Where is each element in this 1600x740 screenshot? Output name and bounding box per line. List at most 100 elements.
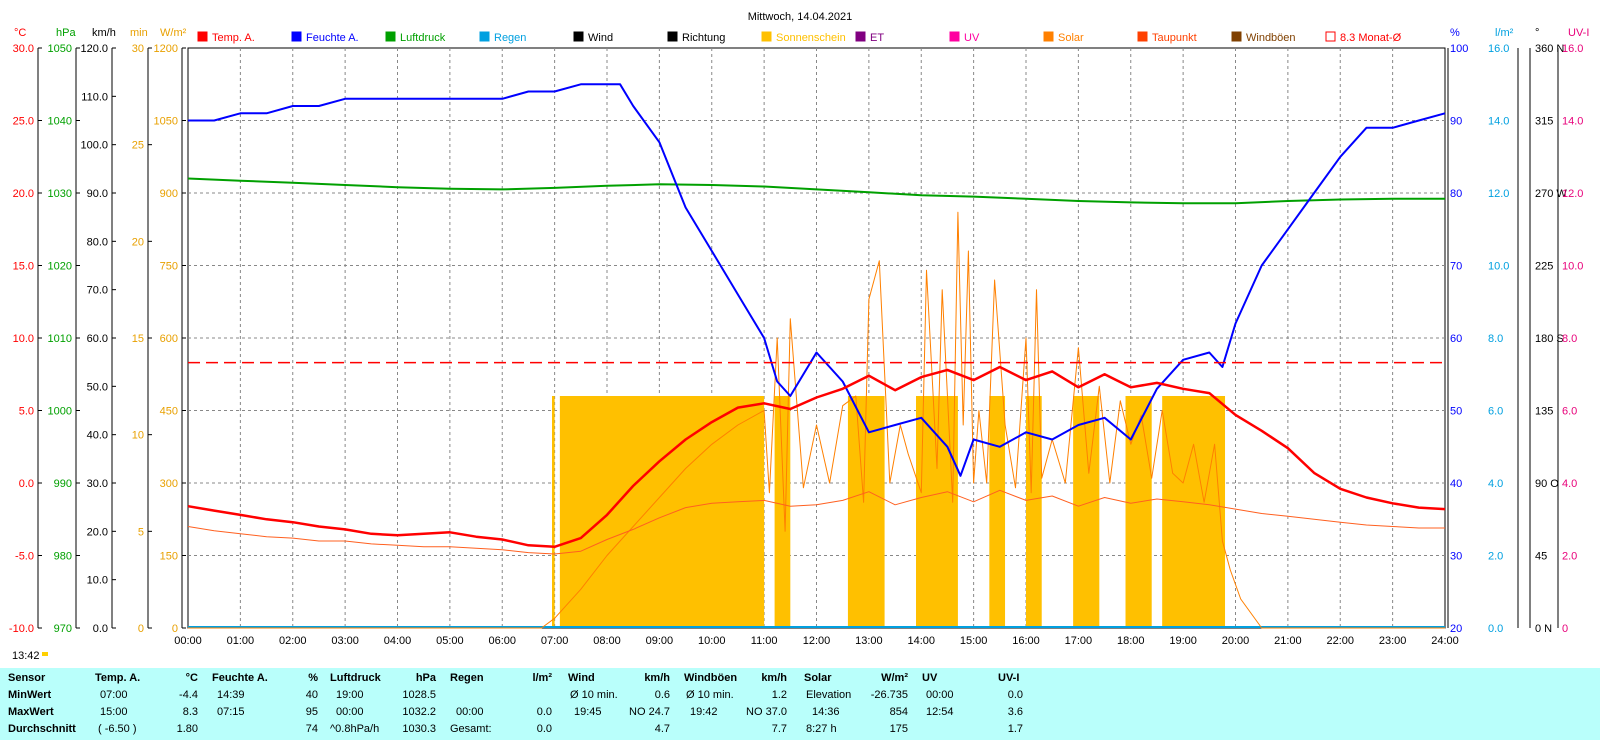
stats-row-avg-wind-value: 4.7: [654, 723, 670, 735]
stats-row-avg-hum-value: 74: [305, 723, 318, 735]
x-tick-label: 08:00: [593, 635, 621, 647]
sunshine-bar: [559, 396, 765, 628]
y-tick-right-label: 12.0: [1488, 188, 1509, 200]
y-tick-label: 20: [132, 236, 144, 248]
y-tick-label: 70.0: [87, 285, 108, 297]
y-tick-right-label: 2.0: [1488, 551, 1503, 563]
stats-row-avg-uv-value: 1.7: [1007, 723, 1023, 735]
y-tick-right-label: 12.0: [1562, 188, 1583, 200]
stats-row-min-press-value: 1028.5: [402, 689, 436, 701]
y-tick-right-label: 20: [1450, 623, 1462, 635]
y-tick-label: 20.0: [13, 188, 34, 200]
stats-row-min-wind-time: Ø 10 min.: [570, 689, 618, 701]
legend-swatch: [479, 31, 490, 42]
legend-label: Wind: [588, 32, 613, 44]
sunshine-bar: [847, 396, 885, 628]
y-tick-label: 5: [138, 526, 144, 538]
x-tick-label: 15:00: [960, 635, 988, 647]
stats-header-hum: Feuchte A.: [212, 672, 268, 684]
y-tick-label: 1050: [48, 43, 72, 55]
stats-row-max-wind-time: 19:45: [574, 706, 602, 718]
y-tick-label: 900: [160, 188, 178, 200]
stats-row-max-uv-value: 3.6: [1007, 706, 1023, 718]
y-tick-label: 1000: [48, 406, 72, 418]
stats-row-max-gust-value: NO 37.0: [746, 706, 787, 718]
y-tick-right-label: 6.0: [1562, 406, 1577, 418]
stats-row-avg-solar-value: 175: [889, 723, 908, 735]
stats-header-solar: Solar: [804, 672, 832, 684]
y-tick-label: 1200: [154, 43, 178, 55]
stats-row-min-hum-time: 14:39: [217, 689, 245, 701]
legend-label: Taupunkt: [1152, 32, 1197, 44]
stats-row-min-temp-time: 07:00: [100, 689, 128, 701]
y-tick-label: 300: [160, 478, 178, 490]
stats-header-sensor: Sensor: [8, 672, 46, 684]
y-tick-right-label: 225: [1535, 261, 1553, 273]
y-tick-label: 1050: [154, 116, 178, 128]
stats-row-max-solar-time: 14:36: [812, 706, 840, 718]
stats-row-max-uv-time: 12:54: [926, 706, 954, 718]
y-tick-right-label: 270 W: [1535, 188, 1567, 200]
legend-label: ET: [870, 32, 884, 44]
y-tick-label: 150: [160, 551, 178, 563]
stats-row-min-wind-value: 0.6: [654, 689, 670, 701]
x-tick-label: 07:00: [541, 635, 569, 647]
y-tick-right-label: 180 S: [1535, 333, 1564, 345]
y-tick-label: 50.0: [87, 381, 108, 393]
x-tick-label: 11:00: [751, 635, 778, 647]
y-tick-right-label: 8.0: [1488, 333, 1503, 345]
stats-row-max-wind-value: NO 24.7: [629, 706, 670, 718]
y-tick-label: 30.0: [87, 478, 108, 490]
y-axis-unit: min: [130, 27, 148, 39]
stats-row-max-solar-value: 854: [889, 706, 908, 718]
stats-row-avg-temp-time: ( -6.50 ): [98, 723, 137, 735]
legend-label: Luftdruck: [400, 32, 446, 44]
y-tick-right-label: 80: [1450, 188, 1462, 200]
y-tick-label: 450: [160, 406, 178, 418]
stats-header-wind-unit: km/h: [644, 672, 670, 684]
x-tick-label: 03:00: [331, 635, 359, 647]
stats-header-gust: Windböen: [684, 672, 738, 684]
y-tick-label: 0.0: [19, 478, 34, 490]
y-tick-right-label: 40: [1450, 478, 1462, 490]
stats-row-avg-label: Durchschnitt: [8, 723, 76, 735]
y-tick-right-label: 6.0: [1488, 406, 1503, 418]
x-tick-label: 09:00: [646, 635, 674, 647]
solar-line: [188, 211, 1445, 629]
y-tick-label: 60.0: [87, 333, 108, 345]
y-tick-right-label: 100: [1450, 43, 1468, 55]
stats-row-min-uv-time: 00:00: [926, 689, 954, 701]
y-tick-label: 990: [54, 478, 72, 490]
stats-header-press: Luftdruck: [330, 672, 381, 684]
stats-row-max-temp-time: 15:00: [100, 706, 128, 718]
legend-swatch: [573, 31, 584, 42]
sunshine-bar: [1162, 396, 1226, 628]
x-tick-label: 17:00: [1065, 635, 1093, 647]
y-tick-label: 10: [132, 430, 144, 442]
stats-header-rain-unit: l/m²: [532, 672, 552, 684]
x-tick-label: 16:00: [1012, 635, 1040, 647]
sunshine-bar: [1073, 396, 1100, 628]
stats-row-avg-gust-value: 7.7: [771, 723, 787, 735]
sunshine-bar: [1125, 396, 1152, 628]
stats-header-uv: UV: [922, 672, 938, 684]
stats-row-min-press-time: 19:00: [336, 689, 364, 701]
y-tick-label: -5.0: [15, 551, 34, 563]
legend-label: Sonnenschein: [776, 32, 846, 44]
y-tick-right-label: 2.0: [1562, 551, 1577, 563]
stats-header-solar-unit: W/m²: [881, 672, 908, 684]
y-tick-right-label: 30: [1450, 551, 1462, 563]
y-tick-right-label: 16.0: [1488, 43, 1509, 55]
stats-header-rain: Regen: [450, 672, 484, 684]
time-marker: 13:42: [12, 650, 40, 662]
sunshine-bar: [552, 396, 555, 628]
x-tick-label: 19:00: [1169, 635, 1197, 647]
stats-row-avg-press-time: ^0.8hPa/h: [330, 723, 380, 735]
stats-header-hum-unit: %: [308, 672, 318, 684]
sunshine-bar: [774, 396, 791, 628]
legend-swatch: [855, 31, 866, 42]
y-tick-label: 5.0: [19, 406, 34, 418]
y-tick-right-label: 0 N: [1535, 623, 1552, 635]
stats-row-avg-press-value: 1030.3: [402, 723, 436, 735]
y-axis-unit: W/m²: [160, 27, 187, 39]
